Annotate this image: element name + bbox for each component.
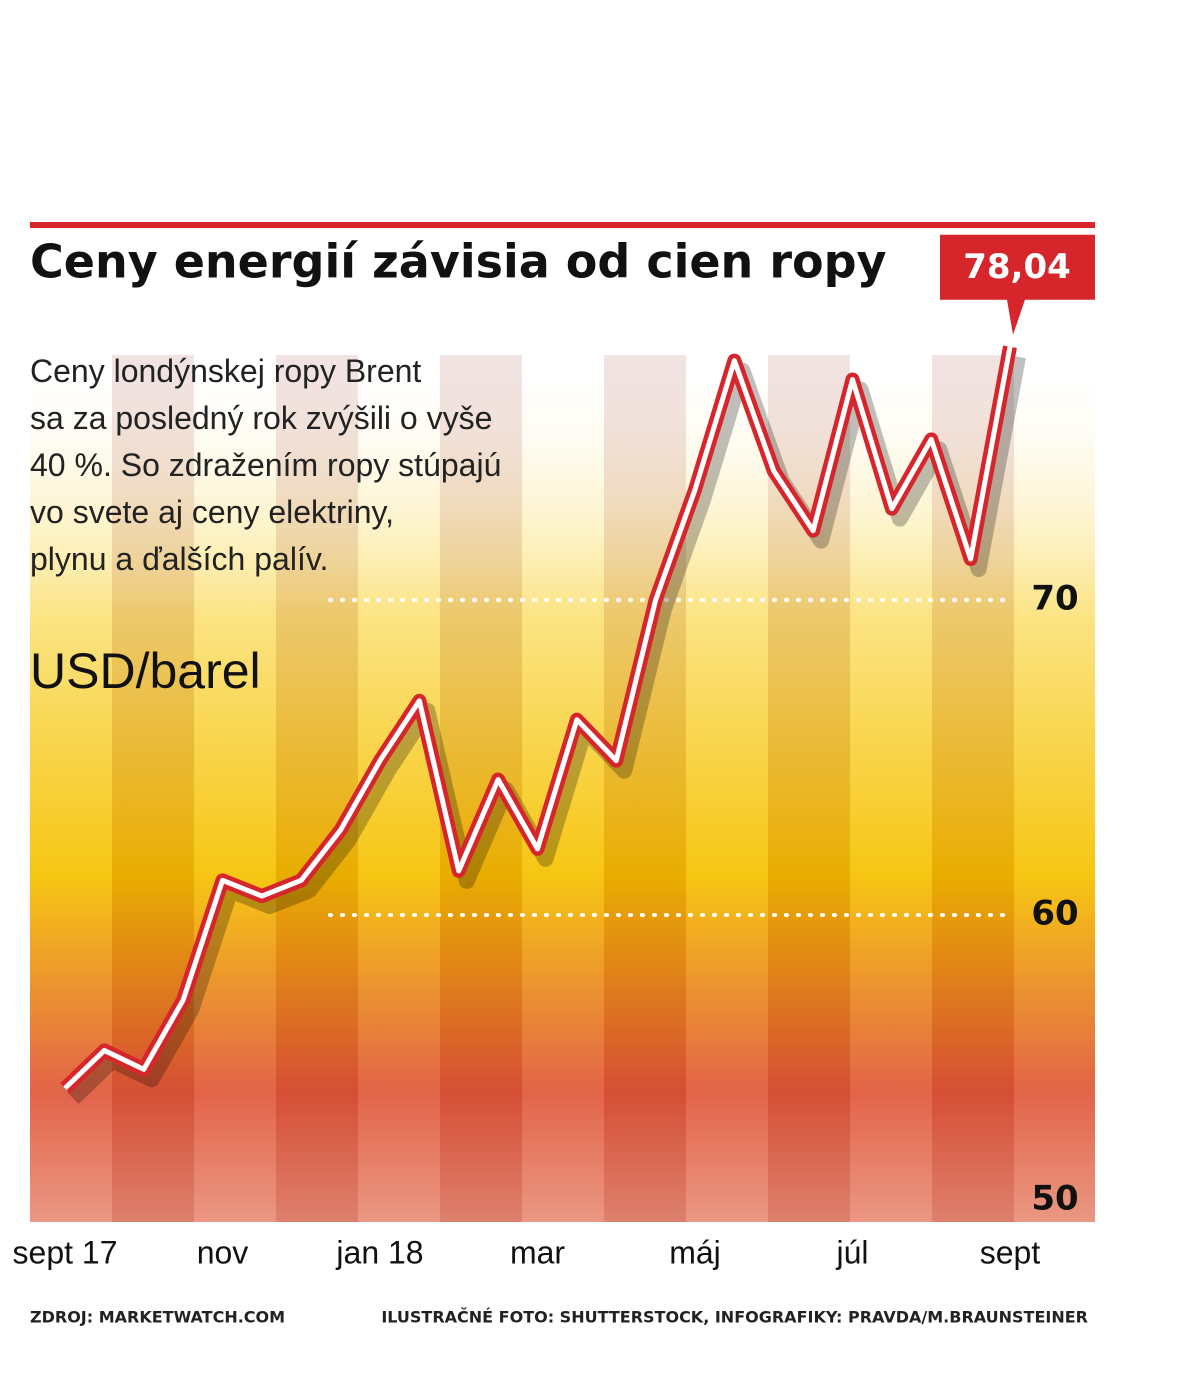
x-tick-label: jan 18 bbox=[335, 1234, 423, 1270]
x-tick-label: mar bbox=[510, 1234, 565, 1270]
y-tick-label: 70 bbox=[1031, 579, 1078, 619]
x-tick-label: júl bbox=[835, 1234, 868, 1270]
stripe bbox=[604, 355, 686, 1222]
description-line: sa za posledný rok zvýšili o vyše bbox=[30, 400, 493, 436]
x-tick-label: máj bbox=[669, 1234, 721, 1270]
stripe bbox=[112, 355, 194, 1222]
y-tick-label: 50 bbox=[1031, 1179, 1078, 1219]
y-tick-label: 60 bbox=[1031, 894, 1078, 934]
stripe bbox=[194, 355, 276, 1222]
unit-label: USD/barel bbox=[30, 643, 261, 699]
line bbox=[63, 346, 1013, 1091]
description-line: vo svete aj ceny elektriny, bbox=[30, 494, 395, 530]
value-label: 78,04 bbox=[963, 247, 1071, 287]
description-line: plynu a ďalších palív. bbox=[30, 541, 329, 577]
description-line: 40 %. So zdražením ropy stúpajú bbox=[30, 447, 502, 483]
stripe bbox=[768, 355, 850, 1222]
stripe bbox=[1014, 355, 1096, 1222]
x-tick-label: sept bbox=[980, 1234, 1041, 1270]
x-tick-label: nov bbox=[197, 1234, 249, 1270]
stripe bbox=[686, 355, 768, 1222]
top-rule bbox=[30, 222, 1095, 228]
source: ZDROJ: MARKETWATCH.COM bbox=[30, 1308, 285, 1327]
callout bbox=[940, 234, 1095, 335]
description-line: Ceny londýnskej ropy Brent bbox=[30, 353, 422, 389]
description: Ceny londýnskej ropy Brent sa za posledný… bbox=[30, 348, 501, 583]
x-tick-label: sept 17 bbox=[13, 1234, 118, 1270]
stripe bbox=[276, 355, 358, 1222]
chart-title: Ceny energií závisia od cien ropy bbox=[30, 235, 887, 289]
credit: ILUSTRAČNÉ FOTO: SHUTTERSTOCK, INFOGRAFI… bbox=[381, 1308, 1088, 1327]
